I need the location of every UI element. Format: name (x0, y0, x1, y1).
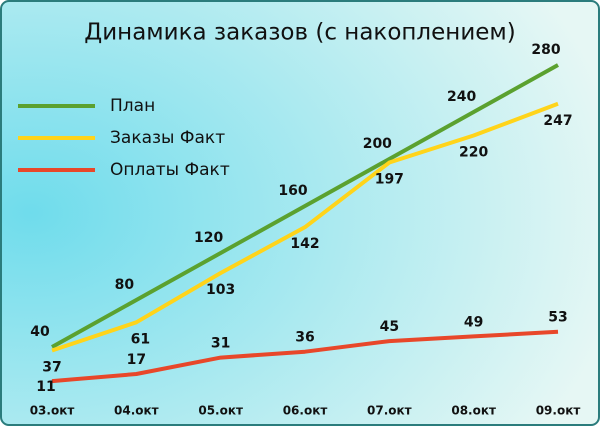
data-label: 247 (543, 113, 572, 129)
x-tick-label: 04.окт (114, 404, 159, 418)
data-label: 160 (278, 183, 307, 199)
data-line (51, 329, 559, 384)
legend-label: План (110, 96, 155, 116)
data-label: 11 (36, 379, 55, 395)
data-label: 200 (363, 136, 392, 152)
data-label: 197 (375, 172, 404, 188)
data-label: 53 (548, 310, 567, 326)
x-tick-label: 05.окт (198, 404, 243, 418)
data-label: 37 (42, 360, 61, 376)
data-label: 103 (206, 282, 235, 298)
data-label: 45 (380, 319, 399, 335)
data-label: 49 (464, 314, 483, 330)
x-tick-label: 03.окт (30, 404, 75, 418)
data-label: 17 (127, 352, 146, 368)
x-tick-label: 09.окт (536, 404, 581, 418)
chart-title: Динамика заказов (с накоплением) (84, 20, 516, 46)
data-label: 80 (115, 277, 135, 293)
data-label: 240 (447, 89, 476, 105)
data-line (51, 101, 559, 353)
data-label: 31 (211, 336, 230, 352)
x-tick-label: 07.окт (367, 404, 412, 418)
data-label: 40 (30, 324, 50, 340)
data-label: 61 (131, 331, 150, 347)
data-label: 36 (295, 330, 314, 346)
x-tick-label: 06.окт (283, 404, 328, 418)
legend-label: Оплаты Факт (110, 160, 230, 180)
data-line (51, 63, 559, 349)
data-label: 120 (194, 230, 223, 246)
legend-label: Заказы Факт (110, 128, 225, 148)
data-label: 142 (290, 236, 319, 252)
data-label: 280 (531, 42, 560, 58)
x-tick-label: 08.окт (451, 404, 496, 418)
data-label: 220 (459, 145, 488, 161)
